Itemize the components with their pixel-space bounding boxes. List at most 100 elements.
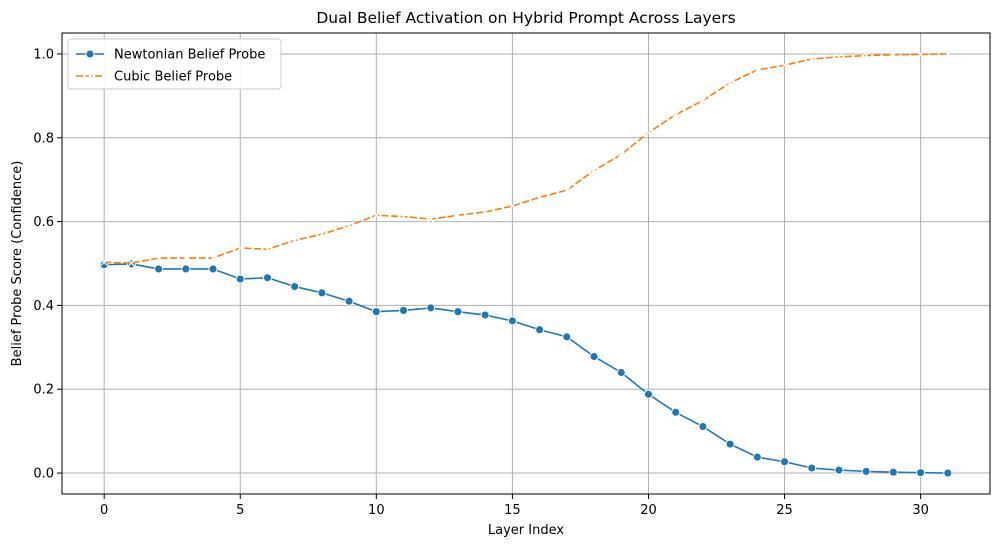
data-point <box>127 259 135 267</box>
x-marker-stroke <box>127 259 135 267</box>
x-marker-stroke <box>617 151 625 158</box>
x-marker-stroke <box>699 97 707 104</box>
data-point <box>453 307 463 317</box>
data-point <box>888 467 898 477</box>
data-point <box>563 186 571 194</box>
data-point <box>535 325 545 335</box>
data-point <box>508 202 516 210</box>
x-axis-label: Layer Index <box>488 523 564 538</box>
x-marker-stroke <box>481 208 489 216</box>
legend-box <box>67 38 282 90</box>
data-point <box>644 389 653 399</box>
data-point <box>318 230 326 238</box>
data-point <box>944 50 952 58</box>
data-point <box>889 51 897 59</box>
series-cubic <box>100 50 952 267</box>
data-point <box>808 55 816 63</box>
data-point <box>182 254 190 262</box>
x-marker-stroke <box>209 254 217 262</box>
x-marker-stroke <box>182 254 190 262</box>
plot-frame <box>61 32 991 495</box>
y-axis-label: Belief Probe Score (Confidence) <box>10 161 25 367</box>
x-marker-stroke <box>835 53 843 61</box>
data-point <box>916 468 926 478</box>
x-marker-stroke <box>372 211 380 219</box>
data-point <box>209 254 217 262</box>
y-tick-label: 0.0 <box>33 467 54 482</box>
x-marker-stroke <box>808 55 816 63</box>
series-newtonian <box>99 259 953 478</box>
x-marker-stroke <box>264 245 271 253</box>
legend-item: Newtonian Belief Probe <box>76 48 265 63</box>
data-point <box>399 305 408 315</box>
legend-item: Cubic Belief Probe <box>76 70 232 85</box>
series-line <box>104 263 948 474</box>
data-point <box>672 111 680 119</box>
x-marker-stroke <box>155 254 163 262</box>
x-tick-label: 10 <box>368 503 385 518</box>
data-point <box>753 66 761 74</box>
x-marker-stroke <box>86 72 94 80</box>
data-point <box>752 452 762 462</box>
chart-title: Dual Belief Activation on Hybrid Prompt … <box>316 9 735 27</box>
data-point <box>291 237 299 244</box>
x-marker-stroke <box>753 66 761 74</box>
y-tick-label: 0.2 <box>33 383 54 398</box>
y-tick-label: 0.8 <box>33 131 54 146</box>
data-point <box>427 215 435 223</box>
x-marker-stroke <box>781 61 788 69</box>
data-point <box>317 288 327 298</box>
x-marker-stroke <box>508 202 516 210</box>
data-point <box>454 211 462 219</box>
series-line <box>104 53 948 264</box>
data-point <box>536 193 544 201</box>
x-marker-stroke <box>100 258 108 266</box>
data-point <box>208 264 218 274</box>
x-marker-stroke <box>563 186 571 194</box>
x-tick-label: 0 <box>100 503 108 518</box>
x-marker-stroke <box>345 222 353 230</box>
x-axis-ticks: 0 5 10 15 20 25 30 <box>100 494 929 518</box>
x-tick-label: 30 <box>912 503 929 518</box>
x-marker-stroke <box>590 167 598 174</box>
data-point <box>589 352 599 361</box>
data-point <box>263 273 272 283</box>
data-point <box>264 245 271 253</box>
legend-label: Newtonian Belief Probe <box>114 48 265 63</box>
y-tick-label: 0.6 <box>33 215 54 230</box>
x-marker-stroke <box>672 111 680 119</box>
x-tick-label: 25 <box>776 503 793 518</box>
data-point <box>943 468 953 478</box>
series-layer <box>99 50 953 478</box>
data-point <box>290 282 300 291</box>
x-marker-stroke <box>400 213 407 220</box>
x-marker-stroke <box>427 215 435 223</box>
data-point <box>617 151 625 158</box>
x-marker-stroke <box>318 230 326 238</box>
data-point <box>616 368 626 377</box>
data-point <box>480 310 490 320</box>
x-marker-stroke <box>917 50 925 58</box>
data-point <box>562 332 572 342</box>
data-point <box>344 296 354 306</box>
data-point <box>345 222 353 230</box>
data-point <box>481 208 489 216</box>
y-tick-label: 0.4 <box>33 299 54 314</box>
data-point <box>780 457 789 467</box>
data-point <box>181 264 191 274</box>
data-point <box>507 316 517 326</box>
data-point <box>671 407 681 417</box>
x-marker-stroke <box>536 193 544 201</box>
data-point <box>371 307 381 317</box>
x-marker-stroke <box>889 51 897 59</box>
legend-marker <box>85 49 95 59</box>
data-point <box>154 264 164 274</box>
data-point <box>834 465 844 475</box>
data-point <box>400 213 407 220</box>
data-point <box>372 211 380 219</box>
data-point <box>725 439 735 449</box>
data-point <box>835 53 843 61</box>
data-point <box>645 129 652 137</box>
x-marker-stroke <box>944 50 952 58</box>
x-marker-stroke <box>862 52 870 60</box>
